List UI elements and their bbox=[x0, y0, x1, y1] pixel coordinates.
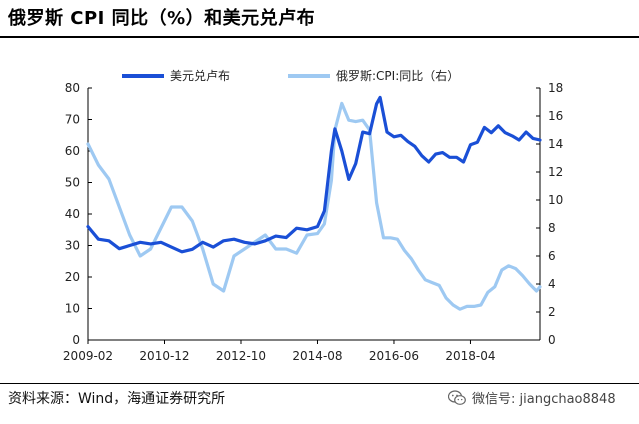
x-tick-label: 2012-10 bbox=[216, 349, 266, 363]
wechat-icon bbox=[448, 389, 466, 405]
chart: 0 10 20 30 40 50 60 70 80 0 2 4 6 8 10 12 14 16 18 2009-02 2… bbox=[63, 68, 563, 363]
right-tick-label: 18 bbox=[548, 81, 563, 95]
right-tick-label: 8 bbox=[548, 221, 556, 235]
chart-lines bbox=[86, 95, 542, 311]
right-tick-label: 16 bbox=[548, 109, 563, 123]
title-divider bbox=[0, 36, 639, 38]
right-tick-label: 4 bbox=[548, 277, 556, 291]
usdrub-series-line bbox=[86, 95, 542, 254]
right-tick-label: 0 bbox=[548, 333, 556, 347]
source-note: 资料来源：Wind，海通证券研究所 bbox=[8, 391, 226, 407]
left-tick-label: 40 bbox=[65, 207, 80, 221]
x-tick-label: 2009-02 bbox=[63, 349, 113, 363]
watermark: 微信号: jiangchao8848 bbox=[448, 388, 616, 407]
x-tick-label: 2014-08 bbox=[292, 349, 342, 363]
right-tick-label: 12 bbox=[548, 165, 563, 179]
chart-axes: 0 10 20 30 40 50 60 70 80 0 2 4 6 8 10 12 14 16 18 2009-02 2… bbox=[63, 81, 563, 363]
right-tick-label: 14 bbox=[548, 137, 563, 151]
right-tick-label: 2 bbox=[548, 305, 556, 319]
left-tick-label: 70 bbox=[65, 113, 80, 127]
legend-label: 美元兑卢布 bbox=[170, 68, 230, 83]
right-tick-label: 10 bbox=[548, 193, 563, 207]
footer-divider bbox=[0, 383, 639, 384]
right-tick-label: 6 bbox=[548, 249, 556, 263]
x-tick-label: 2016-06 bbox=[369, 349, 419, 363]
chart-title: 俄罗斯 CPI 同比（%）和美元兑卢布 bbox=[8, 8, 316, 29]
cpi-series-line bbox=[86, 101, 542, 311]
legend-label: 俄罗斯:CPI:同比（右） bbox=[336, 68, 459, 83]
left-tick-label: 80 bbox=[65, 81, 80, 95]
x-tick-label: 2018-04 bbox=[445, 349, 495, 363]
left-tick-label: 60 bbox=[65, 144, 80, 158]
left-tick-label: 50 bbox=[65, 176, 80, 190]
left-tick-label: 20 bbox=[65, 270, 80, 284]
left-tick-label: 10 bbox=[65, 302, 80, 316]
x-tick-label: 2010-12 bbox=[139, 349, 189, 363]
left-tick-label: 0 bbox=[72, 333, 80, 347]
chart-legend: 美元兑卢布 俄罗斯:CPI:同比（右） bbox=[122, 68, 459, 83]
left-tick-label: 30 bbox=[65, 239, 80, 253]
watermark-text: 微信号: jiangchao8848 bbox=[472, 392, 616, 407]
